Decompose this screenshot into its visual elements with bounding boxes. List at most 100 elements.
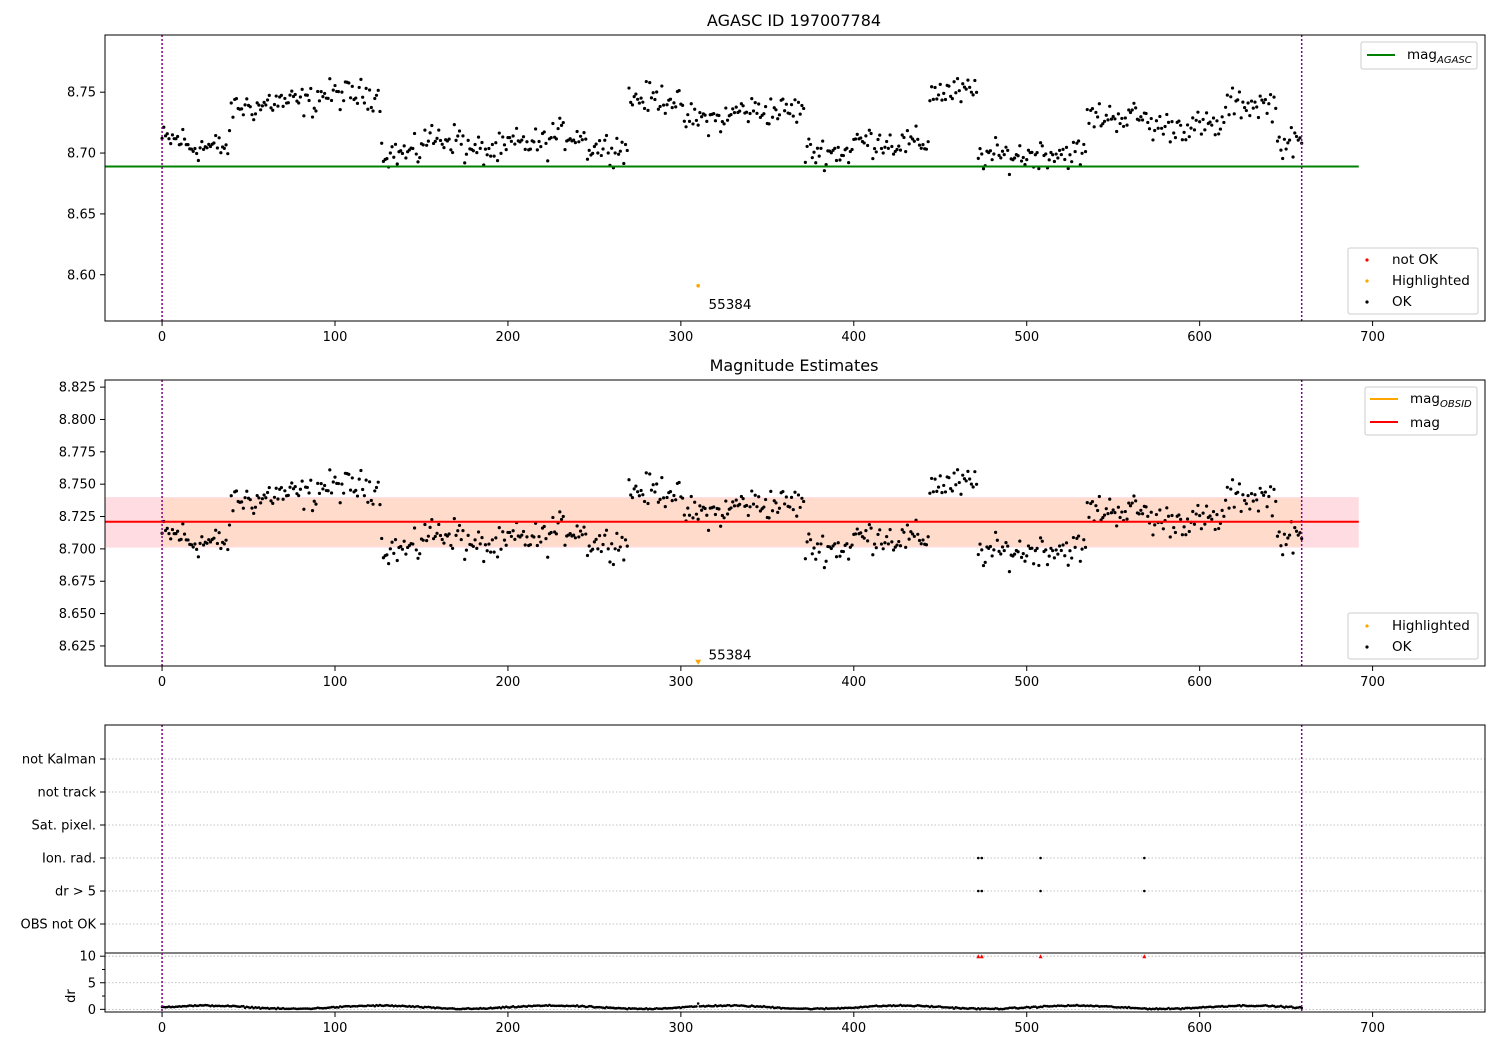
agasc-ok-point: [1230, 86, 1235, 90]
agasc-ok-point: [1057, 148, 1062, 152]
magnitude-ok-point: [1236, 490, 1240, 494]
agasc-ok-point: [753, 101, 757, 105]
highlighted-legend-label: Highlighted: [1392, 273, 1470, 289]
agasc-ok-point: [829, 151, 833, 155]
magnitude-ok-point: [523, 543, 527, 547]
magnitude-ok-point: [834, 555, 839, 559]
magnitude-ok-point: [1111, 508, 1115, 512]
magnitude-ok-point: [642, 499, 647, 504]
magnitude-ok-point: [281, 497, 285, 501]
agasc-ok-point: [452, 123, 456, 127]
magnitude-ok-point: [997, 549, 1001, 553]
agasc-ok-point: [1194, 118, 1198, 122]
agasc-ok-point: [267, 93, 271, 97]
magnitude-ok-point: [219, 546, 223, 551]
agasc-ok-point: [665, 103, 669, 107]
flag-point: [977, 856, 980, 860]
magnitude-ok-point: [321, 487, 325, 491]
agasc-ok-point: [955, 77, 960, 81]
magnitude-ok-point: [1101, 516, 1105, 520]
agasc-ok-point: [587, 148, 591, 152]
ok-legend-label: OK: [1392, 294, 1413, 310]
magnitude-ok-point: [981, 563, 986, 568]
agasc-ok-point: [357, 85, 361, 90]
agasc-ok-point: [321, 95, 325, 99]
magnitude-ok-point: [639, 488, 643, 493]
agasc-ok-point: [1080, 151, 1084, 155]
agasc-ok-point: [606, 151, 610, 155]
magnitude-ok-point: [898, 544, 903, 548]
agasc-panel-title: AGASC ID 197007784: [707, 11, 881, 30]
agasc-ok-point: [859, 136, 863, 140]
agasc-ok-point: [642, 106, 647, 111]
magnitude-ok-point: [655, 482, 659, 486]
magnitude-ok-point: [712, 505, 716, 509]
magnitude-ok-point: [355, 494, 360, 498]
magnitude-ok-point: [959, 492, 963, 496]
magnitude-ok-point: [693, 500, 697, 504]
agasc-ok-point: [1184, 138, 1188, 142]
agasc-ok-point: [464, 152, 469, 156]
magnitude-ok-point: [169, 537, 173, 541]
magnitude-ok-point: [414, 548, 418, 552]
agasc-ok-point: [1075, 141, 1079, 145]
magnitude-ok-point: [1106, 512, 1110, 516]
agasc-ok-point: [1268, 93, 1273, 97]
magnitude-ok-point: [224, 538, 228, 542]
agasc-xtick-label: 0: [158, 330, 166, 345]
magnitude-ok-point: [584, 532, 588, 536]
magnitude-ok-point: [971, 485, 975, 489]
magnitude-ok-point: [165, 526, 169, 530]
agasc-ok-point: [575, 129, 579, 134]
agasc-ok-point: [1173, 136, 1178, 140]
agasc-ok-point: [841, 153, 846, 158]
magnitude-ok-point: [227, 523, 232, 527]
agasc-ok-point: [508, 136, 512, 140]
magnitude-ok-point: [317, 491, 322, 495]
agasc-ok-point: [189, 147, 194, 151]
agasc-ok-point: [968, 85, 972, 89]
magnitude-ok-point: [575, 524, 579, 528]
agasc-xtick-label: 200: [496, 330, 521, 345]
agasc-ok-point: [807, 137, 811, 141]
magnitude-ok-point: [1220, 508, 1224, 512]
magnitude-ok-point: [442, 541, 446, 545]
magnitude-ok-point: [992, 548, 996, 552]
magnitude-ok-point: [905, 523, 910, 527]
agasc-ok-point: [274, 94, 278, 98]
magnitude-ok-point: [198, 541, 202, 545]
magnitude-ok-point: [1056, 552, 1060, 556]
agasc-ok-point: [297, 101, 301, 105]
magnitude-ok-point: [1211, 509, 1216, 514]
agasc-ok-point: [1289, 125, 1293, 130]
agasc-ok-point: [476, 135, 481, 139]
agasc-ok-point: [374, 93, 379, 97]
magnitude-ok-point: [646, 501, 650, 506]
magnitude-ok-point: [622, 558, 626, 562]
agasc-ok-point: [1115, 129, 1119, 134]
agasc-ok-point: [559, 123, 564, 127]
agasc-ok-point: [694, 118, 699, 123]
magnitude-ok-point: [513, 537, 517, 541]
agasc-ok-point: [615, 136, 619, 141]
magnitude-ok-point: [783, 502, 787, 506]
agasc-ok-point: [1120, 116, 1124, 121]
agasc-ok-point: [563, 147, 567, 152]
agasc-ok-point: [514, 126, 519, 130]
magnitude-ok-point: [630, 496, 635, 500]
agasc-ok-point: [431, 141, 436, 146]
magnitude-ok-point: [1203, 522, 1207, 526]
agasc-ok-point: [253, 112, 258, 116]
magnitude-ok-point: [1239, 509, 1243, 514]
magnitude-ok-point: [1227, 506, 1231, 510]
agasc-ok-point: [630, 103, 635, 107]
agasc-ytick-label: 8.60: [67, 268, 96, 283]
agasc-ok-point: [1277, 135, 1281, 139]
agasc-ok-point: [613, 151, 617, 155]
agasc-ok-point: [433, 139, 437, 143]
agasc-ok-point: [319, 90, 323, 94]
agasc-ok-point: [802, 106, 806, 111]
magnitude-ok-point: [554, 532, 558, 536]
magnitude-ok-point: [393, 537, 398, 542]
agasc-ok-point: [724, 106, 728, 110]
